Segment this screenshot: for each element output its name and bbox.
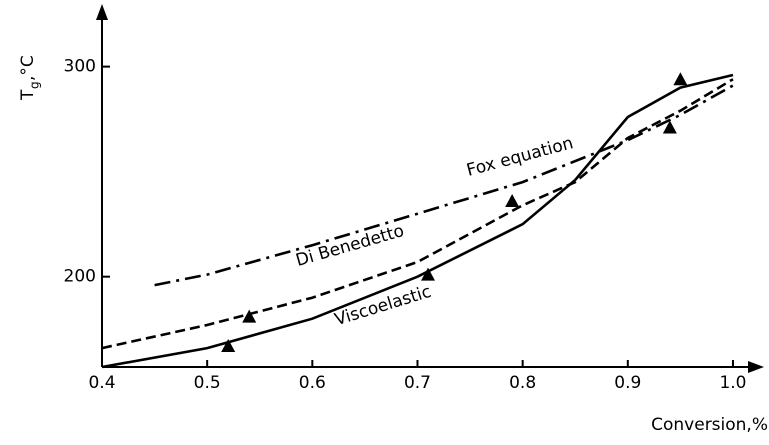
series-label: Fox equation bbox=[465, 133, 576, 181]
y-label-sub: g bbox=[28, 81, 42, 89]
x-tick-label: 0.8 bbox=[509, 373, 536, 393]
x-tick-label: 0.4 bbox=[88, 373, 115, 393]
x-tick-label: 0.6 bbox=[299, 373, 326, 393]
y-label-unit: ,°C bbox=[18, 55, 38, 81]
data-marker bbox=[242, 309, 257, 323]
series-line bbox=[154, 84, 734, 287]
data-marker bbox=[662, 120, 677, 134]
data-marker bbox=[505, 194, 520, 208]
series-line bbox=[101, 73, 734, 369]
y-tick-label: 200 bbox=[64, 267, 96, 287]
y-label-main: T bbox=[18, 89, 38, 101]
x-tick-label: 0.5 bbox=[194, 373, 221, 393]
x-tick-label: 1.0 bbox=[719, 373, 746, 393]
data-marker bbox=[421, 267, 435, 281]
y-axis-arrow bbox=[96, 4, 108, 20]
data-marker bbox=[221, 338, 236, 352]
series-label: Di Benedetto bbox=[294, 221, 407, 271]
x-axis-arrow bbox=[748, 361, 764, 373]
y-tick-label: 300 bbox=[64, 57, 96, 77]
x-axis-label: Conversion,% bbox=[651, 415, 768, 435]
data-marker bbox=[673, 72, 688, 86]
x-tick-label: 0.7 bbox=[404, 373, 431, 393]
y-axis-label: T g ,°C bbox=[18, 55, 42, 101]
series-line bbox=[101, 78, 734, 350]
x-tick-label: 0.9 bbox=[614, 373, 641, 393]
